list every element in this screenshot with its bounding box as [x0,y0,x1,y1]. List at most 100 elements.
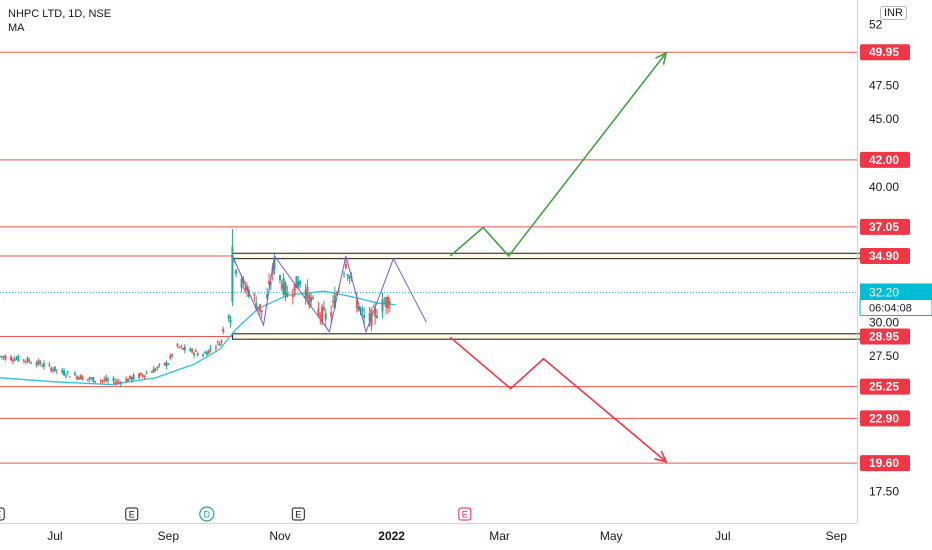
candle-body [273,259,276,270]
event-label: E [295,510,301,520]
pattern-projection-line[interactable] [231,254,427,334]
event-markers[interactable]: EEDEE [0,506,472,522]
candle-body [50,367,53,372]
candle-body [306,286,309,298]
candle-body [295,276,298,289]
candle-body [266,294,269,299]
price-tick-label: 27.50 [869,349,899,363]
currency-badge[interactable]: INR [880,6,907,20]
axes[interactable]: 52 47.50 45.00 40.00 30.00 27.50 17.50 Jul Sep No… [0,0,899,543]
candle-body [127,378,130,382]
candle-body [202,354,205,357]
candle-body [218,343,221,346]
bearish-arrow-head[interactable] [654,450,668,463]
event-earnings-marker[interactable]: E [291,507,305,521]
bearish-arrow-line[interactable] [449,336,667,463]
candle-body [119,382,122,385]
candle-body [28,360,31,362]
candle-body [381,299,384,312]
candle-body [372,306,375,308]
level-label-42-00: 42.00 [860,151,910,168]
candle-body [39,361,42,365]
candle-body [79,374,82,380]
candle-body [88,377,91,380]
level-label-49-95: 49.95 [860,44,910,61]
level-label-text: 42.00 [869,153,899,167]
candle-body [385,297,388,308]
candle-body [269,282,272,285]
candle-body [244,287,247,292]
time-tick-label: Jul [47,529,62,543]
event-earnings-upcoming-marker[interactable]: E [458,507,472,521]
projection-path[interactable] [231,254,427,334]
event-earnings-marker[interactable]: E [125,507,139,521]
candle-body [332,300,335,303]
earnings-icon[interactable] [458,507,472,521]
candle-body [196,353,199,356]
candle-body [13,358,16,361]
time-tick-label: Sep [826,529,848,543]
candle-body [268,281,271,285]
candle-body [282,278,285,295]
chart-legend: NHPC LTD, 1D, NSE MA [8,7,111,35]
candle-body [388,301,391,305]
candle-body [9,356,12,361]
candle-body [165,362,168,367]
candle-body [348,275,351,279]
earnings-icon[interactable] [291,507,305,521]
candle-body [231,246,234,302]
candle-body [17,355,20,362]
candle-body [141,374,144,377]
event-earnings-marker[interactable]: E [0,507,5,521]
price-tick-label: 30.00 [869,315,899,329]
candle-body [214,347,217,349]
candle-body [220,340,223,343]
bullish-arrow-line[interactable] [449,52,667,258]
candle-body [176,344,179,347]
dividend-icon[interactable] [199,506,215,522]
candle-body [178,347,181,349]
candle-body [154,368,157,371]
scenario-arrows[interactable] [449,51,668,463]
level-label-bg [860,151,910,168]
candle-body [106,379,109,381]
indicator-label[interactable]: MA [8,22,25,34]
candle-body [258,304,261,312]
candle-body [207,349,210,354]
candle-body [203,352,206,354]
candle-body [42,363,45,367]
candle-body [324,313,327,320]
price-tick-label: 47.50 [869,78,899,92]
level-label-22-90: 22.90 [860,410,910,427]
earnings-icon[interactable] [0,507,5,521]
level-label-text: 22.90 [869,411,899,425]
resistance-zone[interactable] [231,252,863,260]
moving-average [0,290,396,386]
candle-body [128,375,131,379]
candle-body [363,315,366,319]
candle-body [26,357,29,363]
candle-body [180,346,183,348]
earnings-icon[interactable] [125,507,139,521]
candle-body [130,377,133,381]
level-label-19-60: 19.60 [860,455,910,472]
candle-body [222,328,225,332]
bullish-arrow-head[interactable] [655,51,668,65]
candle-body [359,308,362,310]
candle-body [227,315,230,320]
level-label-text: 25.25 [869,380,899,394]
candle-body [240,278,243,288]
candle-body [99,380,102,382]
event-dividend-marker[interactable]: D [199,506,215,522]
candle-body [182,348,184,350]
support-zone[interactable] [231,333,863,340]
candle-body [183,346,186,351]
level-label-37-05: 37.05 [860,218,910,235]
level-label-text: 34.90 [869,249,899,263]
candle-body [24,361,27,363]
candle-body [90,377,93,379]
countdown-text: 06:04:08 [869,303,912,315]
level-label-28-95: 28.95 [860,328,910,345]
